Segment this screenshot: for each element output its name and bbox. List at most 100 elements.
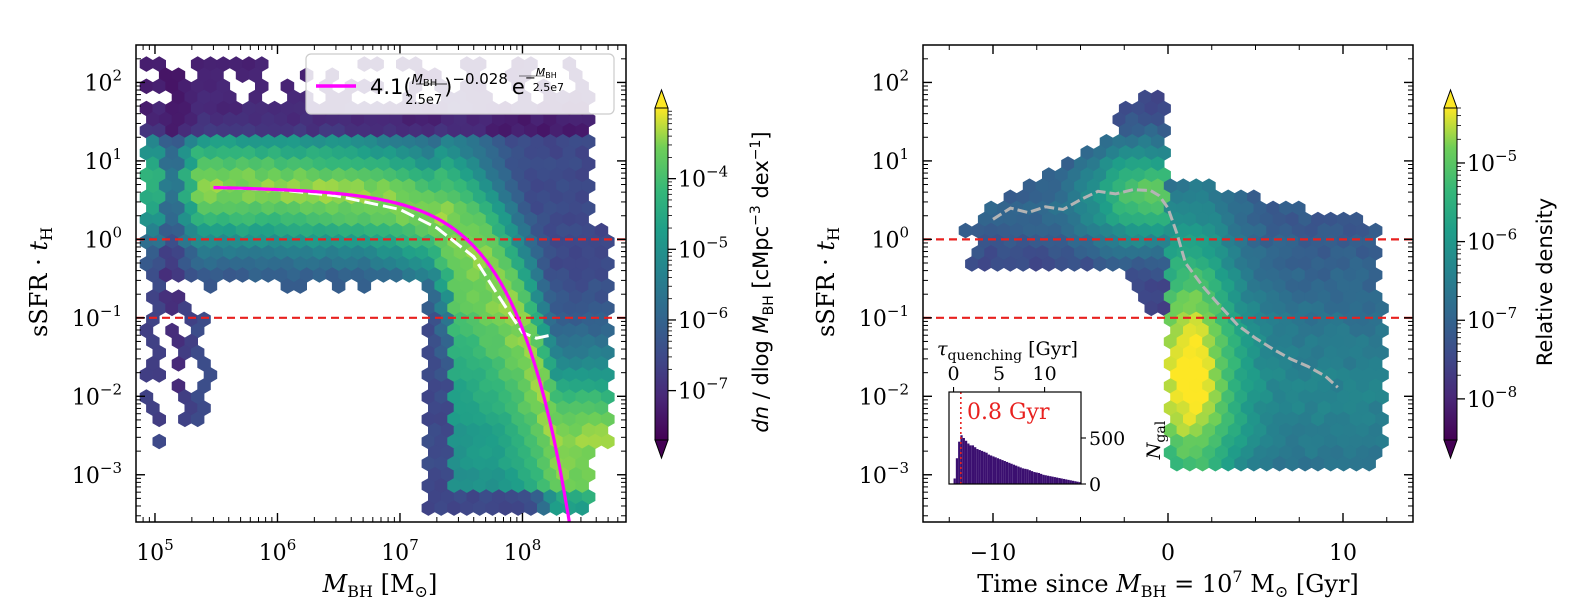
left-hexbin: [447, 367, 461, 383]
left-hexbin: [504, 444, 519, 461]
right-hexbin: [1138, 156, 1152, 172]
left-hexbin: [364, 178, 378, 194]
left-hexbin: [203, 56, 218, 72]
right-hexbin: [1189, 245, 1203, 261]
left-hexbin: [299, 200, 314, 217]
right-hexbin: [1183, 233, 1197, 250]
left-hexbin: [216, 100, 231, 117]
left-hexbin: [184, 134, 198, 150]
left-hexbin: [498, 478, 512, 494]
left-hexbin: [428, 467, 442, 483]
left-hexbin: [492, 200, 506, 217]
left-hexbin: [248, 245, 263, 261]
right-hexbin: [1202, 444, 1216, 461]
left-hexbin: [364, 156, 378, 172]
left-hexbin: [575, 322, 589, 339]
right-hexbin: [1247, 433, 1261, 450]
left-hexbin: [511, 189, 525, 206]
left-hexbin: [434, 122, 448, 139]
left-hexbin: [280, 100, 295, 117]
left-hexbin: [479, 134, 493, 150]
left-hexbin: [530, 467, 545, 483]
left-hexbin: [306, 167, 320, 183]
left-hexbin: [248, 111, 263, 128]
right-hexbin: [1112, 134, 1126, 150]
right-hexbin: [1259, 411, 1274, 428]
left-hexbin: [338, 245, 352, 261]
left-hexbin: [562, 122, 577, 139]
left-hexbin: [383, 145, 397, 161]
left-hexbin: [158, 200, 173, 217]
right-median-curve: [992, 188, 1339, 389]
right-hexbin: [1356, 422, 1370, 439]
histogram-bar: [1005, 461, 1009, 484]
right-hexbin: [1362, 367, 1376, 383]
left-hexbin: [453, 200, 468, 217]
right-hexbin: [1176, 378, 1191, 394]
left-hexbin: [229, 233, 243, 250]
left-hexbin: [255, 211, 269, 228]
left-hexbin: [376, 222, 391, 239]
left-hexbin: [460, 167, 474, 183]
right-hexbin: [1336, 411, 1351, 428]
right-hexbin: [1272, 278, 1287, 294]
right-hexbin: [1099, 245, 1114, 261]
right-hexbin: [1324, 411, 1338, 428]
left-hexbin: [460, 433, 474, 450]
right-hexbin: [1298, 278, 1312, 294]
left-hexbin: [434, 167, 448, 183]
left-hexbin: [319, 167, 333, 183]
colorbar-tick-label: 10−6: [678, 304, 728, 334]
right-hexbin: [1330, 267, 1344, 283]
left-hexbin: [364, 245, 378, 261]
left-hexbin: [261, 111, 275, 128]
left-hexbin: [197, 356, 211, 372]
right-hexbin: [1311, 455, 1325, 472]
right-hexbin: [1080, 256, 1094, 272]
left-hexbin: [171, 267, 186, 283]
left-hexbin: [223, 111, 237, 128]
left-hexbin: [178, 389, 192, 405]
left-hexbin: [569, 378, 583, 394]
left-hexbin: [351, 245, 365, 261]
left-hexbin: [472, 433, 487, 450]
left-hexbin: [396, 145, 410, 161]
right-hexbin: [1324, 433, 1338, 450]
left-hexbin: [242, 56, 256, 72]
left-hexbin: [453, 333, 468, 350]
left-hexbin: [453, 111, 468, 128]
right-hexbin: [1074, 156, 1088, 172]
right-hexbin: [1080, 167, 1094, 183]
left-lines-layer: [136, 185, 626, 522]
left-hexbin: [440, 178, 455, 194]
right-hexbin: [1016, 256, 1030, 272]
right-hexbin: [1291, 378, 1306, 394]
left-hexbin: [460, 322, 474, 339]
left-hexbin: [543, 245, 557, 261]
left-hexbin: [594, 356, 609, 372]
right-hexbin: [1215, 267, 1229, 283]
left-hexbin: [357, 167, 372, 183]
left-hexbin: [428, 134, 442, 150]
right-hexbin: [1170, 211, 1184, 228]
right-hexbin: [1240, 222, 1255, 239]
left-hexbin: [171, 222, 186, 239]
left-hexbin: [203, 256, 218, 272]
right-hexbin: [1362, 344, 1376, 361]
left-hexbin: [415, 156, 429, 172]
left-hexbin: [530, 422, 545, 439]
left-hexbin: [223, 267, 237, 283]
right-hexbin: [1298, 211, 1312, 228]
left-hexbin: [203, 278, 218, 294]
left-hexbin: [408, 122, 423, 139]
left-hexbin: [440, 467, 455, 483]
left-colorbar-label: dn / dlog MBH [cMpc−3 dex−1]: [748, 131, 777, 432]
left-hexbin: [428, 311, 442, 328]
left-hexbin: [492, 245, 506, 261]
left-hexbin: [517, 134, 532, 150]
left-hexbin: [267, 189, 282, 206]
left-hexbin: [460, 455, 474, 472]
left-hexbin: [485, 389, 500, 405]
left-hexbin: [511, 167, 525, 183]
right-hexbin: [1208, 411, 1223, 428]
